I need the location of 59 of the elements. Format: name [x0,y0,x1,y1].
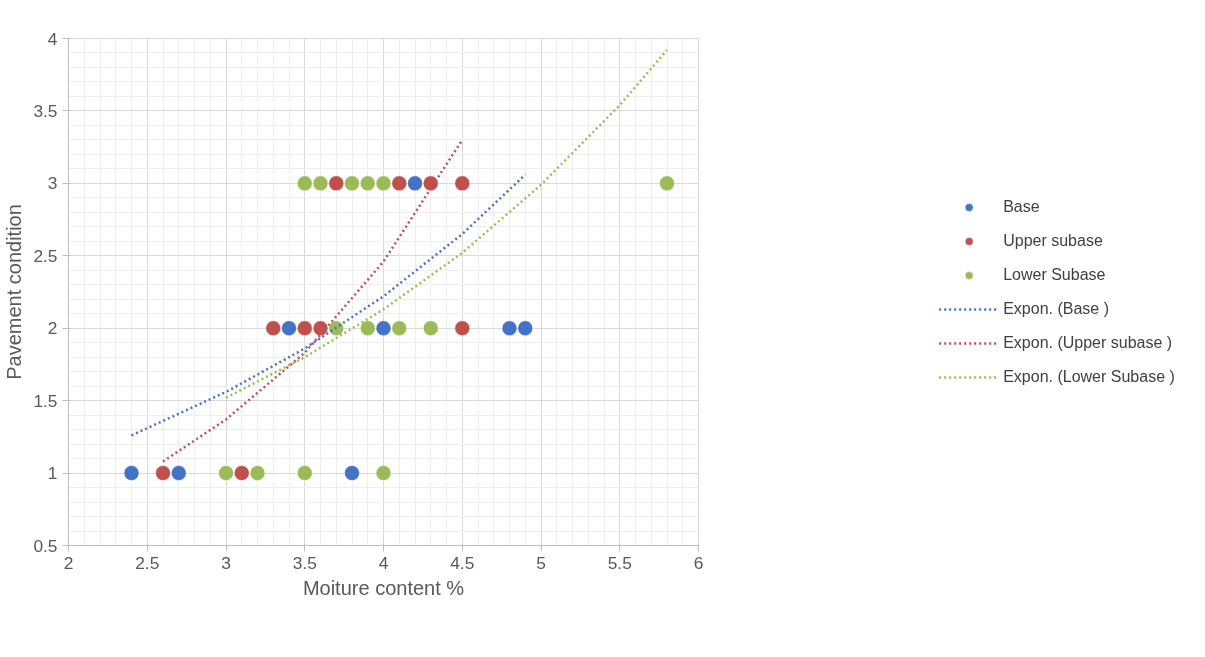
y-axis-title: Pavement condition [3,204,26,380]
legend-label: Lower Subase [1003,265,1106,284]
y-tick-label: 3.5 [33,100,58,121]
point [123,465,140,481]
point [454,175,470,192]
y-tick-label: 0.5 [33,535,58,556]
x-tick-label: 5 [536,552,546,573]
point [391,320,407,336]
y-tick-label: 1.5 [33,390,58,411]
point [312,320,329,336]
legend-label: Base [1003,197,1040,216]
point [344,175,360,192]
x-tick-label: 3.5 [292,552,317,573]
point [297,175,313,192]
point [328,175,344,192]
legend-label: Expon. (Lower Subase ) [1003,367,1175,386]
point [360,320,376,336]
x-tick-label: 6 [693,552,704,573]
y-tick-label: 4 [47,28,58,49]
point [659,175,675,192]
point [249,465,266,481]
point [344,465,360,481]
point [407,175,423,192]
x-tick-label: 5.5 [607,552,632,573]
point [501,320,518,336]
line-series [130,173,527,437]
y-tick-label: 3 [47,173,58,194]
point [265,320,281,336]
point [297,320,313,336]
line-series [224,48,669,399]
point [375,465,392,481]
legend-label: Upper subase [1003,231,1103,250]
x-tick-label: 2 [63,552,74,573]
y-tick-label: 1 [47,463,58,484]
point [281,320,297,336]
point [155,465,171,481]
y-tick-label: 2 [47,318,58,339]
point [312,175,329,192]
point [423,320,439,336]
point [375,320,392,336]
x-tick-label: 2.5 [135,552,160,573]
y-tick-label: 2.5 [33,245,58,266]
point [517,320,533,336]
point [391,175,407,192]
point [328,320,344,336]
x-tick-label: 3 [221,552,231,573]
x-tick-label: 4 [378,552,389,573]
point [297,465,313,481]
point [375,175,392,192]
point [423,175,439,192]
legend-label: Expon. (Upper subase ) [1003,333,1173,352]
point [171,465,187,481]
point [218,465,234,481]
point [360,175,376,192]
point [454,320,470,336]
x-axis-title: Moiture content % [302,576,465,599]
legend-label: Expon. (Base ) [1003,299,1109,318]
x-tick-label: 4.5 [450,552,475,573]
point [234,465,250,481]
